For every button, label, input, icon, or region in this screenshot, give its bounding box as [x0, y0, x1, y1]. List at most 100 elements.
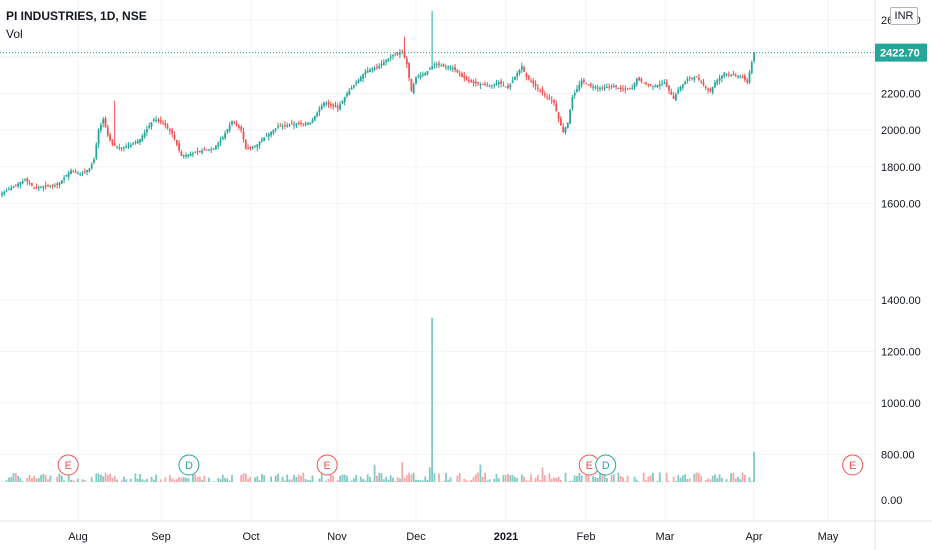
volume-bar [12, 473, 15, 482]
candle [537, 87, 539, 89]
volume-bar [734, 478, 737, 482]
volume-bar [217, 478, 220, 482]
candle [422, 74, 424, 76]
time-tick-label: Sep [151, 531, 171, 543]
volume-indicator-label[interactable]: Vol [6, 27, 23, 41]
candle [235, 123, 238, 126]
candle [477, 82, 479, 84]
candle [727, 73, 730, 75]
volume-bar [307, 480, 309, 482]
volume-bar [35, 478, 38, 482]
price-axis[interactable]: 1600.001800.002000.002200.002400.002600.… [881, 0, 921, 507]
candle [385, 60, 387, 63]
volume-bar [502, 474, 505, 482]
candle [219, 140, 222, 143]
candle [716, 80, 719, 84]
candle [123, 147, 125, 149]
volume-bar [348, 481, 351, 482]
candle [562, 126, 565, 132]
volume-bar [90, 477, 93, 482]
candle [599, 87, 601, 89]
candle [111, 139, 114, 145]
volume-bar [44, 475, 47, 482]
volume-bar [286, 474, 289, 482]
volume-bar [587, 474, 590, 482]
candle [132, 143, 134, 145]
volume-bar [619, 476, 622, 482]
volume-bar [422, 480, 424, 482]
candle [72, 170, 75, 172]
volume-bar [580, 475, 583, 482]
candle [60, 180, 63, 184]
candle [74, 172, 77, 174]
candle [527, 75, 530, 80]
volume-bar [21, 481, 24, 482]
volume-bar [748, 477, 751, 482]
volume-bar [106, 475, 109, 482]
candle [392, 54, 394, 57]
candle [65, 175, 68, 177]
candle [665, 81, 668, 87]
volume-bar [675, 480, 677, 482]
currency-badge[interactable]: INR [890, 7, 918, 25]
candle [297, 123, 300, 125]
candle [274, 128, 277, 131]
candle [196, 151, 199, 153]
candle [83, 171, 86, 173]
volume-bar [353, 478, 355, 482]
volume-bar [17, 475, 19, 482]
candle [77, 173, 79, 175]
candle [491, 85, 493, 87]
candle [238, 125, 240, 128]
volume-bar [626, 475, 629, 482]
volume-bar [665, 472, 668, 482]
candle [675, 94, 677, 101]
volume-bar [573, 475, 576, 482]
volume-bar [635, 479, 638, 482]
volume-bar [672, 476, 675, 482]
volume-bar [327, 479, 330, 482]
volume-bar [622, 477, 624, 482]
candle [610, 85, 613, 87]
volume-bar [509, 475, 512, 482]
candle [415, 76, 417, 84]
candle [426, 71, 429, 75]
candle [26, 178, 29, 182]
volume-tick-label: 1200.00 [881, 346, 921, 358]
candle [401, 51, 404, 53]
volume-bar [311, 475, 314, 482]
candle [612, 86, 615, 88]
last-price-label: 2422.70 [875, 43, 927, 62]
volume-bar [474, 474, 477, 482]
candle [412, 84, 415, 94]
candle [707, 88, 709, 90]
volume-bar [537, 475, 539, 482]
candle [546, 96, 548, 98]
candle [553, 100, 555, 103]
volume-bar [408, 472, 410, 482]
candle [127, 145, 130, 147]
volume-bar [527, 480, 530, 482]
volume-bar [753, 451, 755, 482]
candle [316, 112, 318, 116]
candle [341, 100, 344, 104]
volume-bar [599, 472, 601, 482]
time-axis[interactable]: Aug Sep Oct Nov Dec 2021 Feb Mar Apr May [68, 531, 839, 543]
candle [693, 77, 696, 80]
volume-bar [396, 477, 399, 482]
candle [106, 127, 109, 136]
candle [555, 103, 558, 111]
volume-bar [617, 472, 620, 482]
volume-bar [304, 478, 307, 482]
candle [718, 77, 721, 81]
volume-bar [40, 475, 42, 482]
volume-bar [550, 478, 553, 482]
candle [182, 155, 185, 157]
volume-bar [297, 474, 300, 482]
volume-bar [49, 475, 52, 482]
candle [679, 87, 682, 91]
candle [371, 68, 374, 70]
candle [603, 87, 606, 90]
volume-bar [146, 478, 148, 482]
